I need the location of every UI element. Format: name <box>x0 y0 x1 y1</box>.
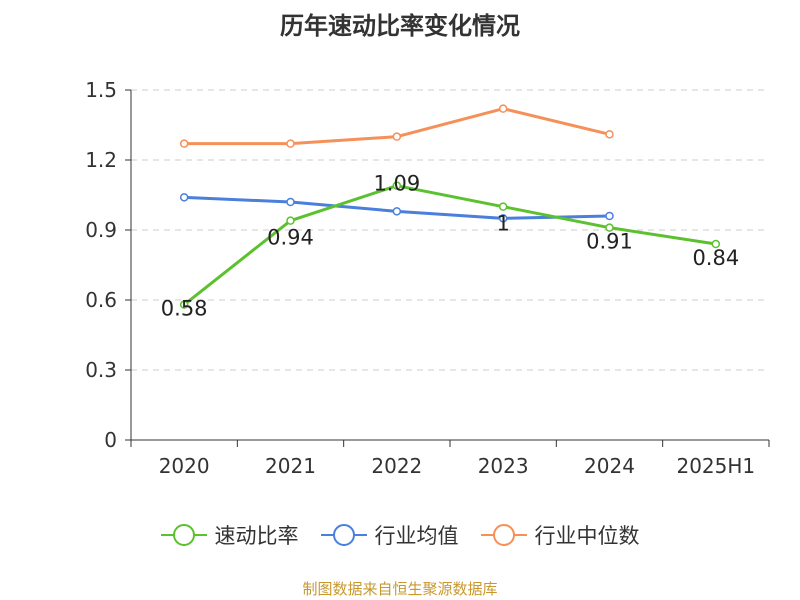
data-point <box>711 239 721 249</box>
y-tick-label: 0.9 <box>85 218 117 242</box>
y-tick-label: 1.5 <box>85 78 117 102</box>
y-tick-label: 1.2 <box>85 148 117 172</box>
swatch-dot <box>492 524 515 546</box>
legend-swatch-quick-ratio <box>160 523 207 547</box>
data-label: 0.58 <box>161 297 208 321</box>
data-point <box>179 300 189 309</box>
chart-title: 历年速动比率变化情况 <box>280 12 520 40</box>
data-point <box>286 139 295 148</box>
legend: 速动比率 行业均值 行业中位数 <box>0 520 800 550</box>
data-point <box>392 132 402 141</box>
legend-item-industry-median[interactable]: 行业中位数 <box>480 520 640 550</box>
legend-label: 行业中位数 <box>534 524 640 548</box>
legend-item-quick-ratio[interactable]: 速动比率 <box>160 520 299 550</box>
data-label: 0.94 <box>267 226 314 250</box>
data-point <box>392 207 402 216</box>
legend-item-industry-mean[interactable]: 行业均值 <box>320 520 459 550</box>
x-tick-label: 2025H1 <box>676 454 755 478</box>
data-point <box>286 197 295 207</box>
data-point <box>498 214 508 223</box>
x-tick-label: 2024 <box>584 454 635 478</box>
y-tick-label: 0 <box>104 428 117 452</box>
data-point <box>605 211 614 221</box>
legend-swatch-industry-mean <box>320 523 367 547</box>
data-label: 0.84 <box>692 246 739 270</box>
data-point <box>286 216 295 225</box>
swatch-dot <box>172 524 195 546</box>
data-label: 1 <box>496 212 509 236</box>
data-point <box>498 202 508 211</box>
legend-swatch-industry-median <box>480 523 527 547</box>
data-label: 0.91 <box>586 230 633 254</box>
legend-label: 速动比率 <box>214 524 299 548</box>
y-tick-label: 0.6 <box>85 288 117 312</box>
x-tick-label: 2023 <box>478 454 529 478</box>
x-tick-label: 2021 <box>265 454 316 478</box>
data-point <box>179 193 189 202</box>
x-tick-label: 2020 <box>159 454 210 478</box>
swatch-dot <box>332 524 355 546</box>
data-point <box>392 181 402 190</box>
data-point <box>605 223 614 232</box>
data-point <box>179 139 189 148</box>
data-point <box>498 104 508 113</box>
x-tick-label: 2022 <box>371 454 422 478</box>
legend-label: 行业均值 <box>374 524 459 548</box>
data-label: 1.09 <box>373 172 420 196</box>
y-tick-label: 0.3 <box>85 358 117 382</box>
series-line <box>183 184 717 306</box>
data-point <box>605 130 614 139</box>
source-note: 制图数据来自恒生聚源数据库 <box>302 580 498 598</box>
